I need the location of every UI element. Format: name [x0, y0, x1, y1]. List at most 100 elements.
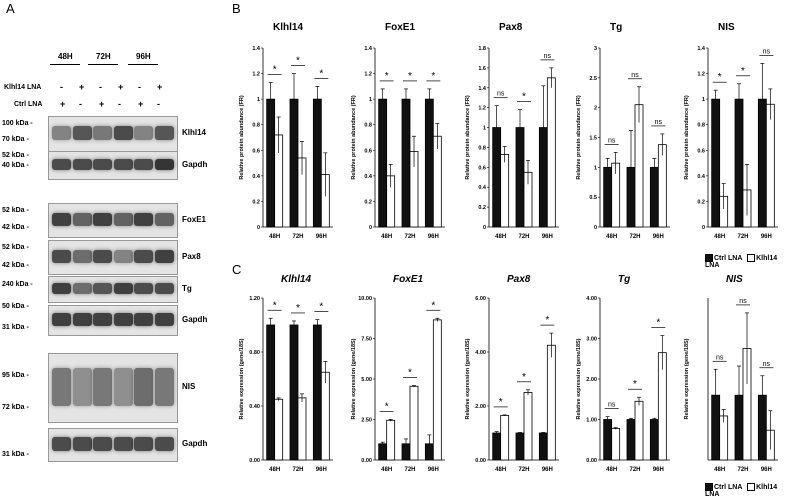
protein-label: Gapdh [182, 314, 208, 324]
y-tick-label: 3.00 [586, 337, 597, 343]
significance-label: * [273, 300, 277, 311]
x-tick-label: 72H [518, 467, 529, 473]
y-tick-label: 2 [594, 106, 597, 112]
bar [386, 419, 396, 461]
blot-band [154, 313, 174, 326]
y-axis-label: Relative expression (gene/18S) [465, 338, 471, 419]
x-tick-label: 72H [629, 467, 640, 473]
chart-title: NIS [726, 274, 743, 285]
y-tick-label: 0.2 [252, 199, 260, 205]
y-tick-label: 0.6 [478, 165, 486, 171]
kda-marker: 72 kDa - [2, 404, 29, 411]
timepoint-label: 48H [58, 52, 73, 61]
blot-band [154, 158, 174, 171]
bar [289, 98, 299, 228]
bar [538, 127, 548, 228]
y-tick-label: 1.2 [252, 72, 260, 78]
y-axis-label: Relative protein abundance (FR) [576, 95, 582, 180]
x-tick-label: 48H [269, 234, 280, 240]
significance-label: ns [739, 298, 747, 305]
lane-sign: + [60, 99, 66, 109]
y-tick-label: 2.50 [361, 418, 372, 424]
protein-label: FoxE1 [182, 214, 207, 224]
legend-ctrl-swatch [705, 483, 713, 491]
bar [734, 394, 744, 461]
blot-band [154, 368, 174, 406]
kda-marker: 52 kDa - [2, 152, 29, 159]
blot-band [113, 125, 133, 141]
bar [711, 394, 721, 461]
x-tick-label: 48H [606, 234, 617, 240]
blot-band [134, 368, 153, 406]
blot-band [72, 212, 92, 227]
y-tick-label: 1 [594, 165, 597, 171]
bar [649, 419, 659, 461]
y-tick-label: 0.40 [249, 404, 260, 410]
bar [734, 98, 744, 228]
bar [312, 98, 322, 228]
blot-band [134, 125, 153, 141]
bar [523, 392, 533, 461]
blot-band [134, 437, 153, 451]
legend-ctrl-swatch [705, 254, 713, 262]
significance-label: * [545, 315, 549, 326]
significance-label: ns [763, 48, 771, 55]
blot-band [52, 313, 71, 326]
kda-marker: 240 kDa - [2, 281, 33, 288]
bar [546, 344, 556, 461]
y-tick-label: 1.6 [478, 66, 486, 72]
bar [266, 98, 276, 228]
y-tick-label: 4.00 [475, 350, 486, 356]
bar [515, 432, 525, 461]
bar [757, 98, 767, 228]
x-tick-label: 72H [629, 234, 640, 240]
chart-title: Pax8 [507, 274, 531, 285]
y-tick-label: 0.00 [586, 458, 597, 464]
blot-band [154, 125, 174, 141]
bar [538, 432, 548, 461]
blot-band [72, 283, 92, 294]
lane-sign: - [157, 99, 160, 109]
lane-sign: + [99, 99, 105, 109]
significance-label: * [499, 397, 503, 408]
y-tick-label: 3 [594, 46, 597, 52]
y-tick-label: 0.6 [252, 148, 260, 154]
y-tick-label: 1.2 [697, 72, 705, 78]
bar [424, 443, 434, 461]
x-tick-label: 48H [714, 467, 725, 473]
x-tick-label: 72H [404, 467, 415, 473]
y-tick-label: 1 [369, 97, 372, 103]
y-tick-label: 1.00 [586, 418, 597, 424]
protein-label: Gapdh [182, 439, 208, 448]
blot-band [93, 249, 112, 264]
lane-sign: + [157, 82, 163, 92]
y-tick-label: 1 [483, 126, 486, 132]
bar [626, 166, 636, 228]
x-tick-label: 72H [518, 234, 529, 240]
blot-band [52, 125, 71, 141]
y-tick-label: 0 [594, 225, 597, 231]
blot-band [154, 283, 174, 294]
x-tick-label: 48H [495, 234, 506, 240]
y-axis-label: Relative expression (gene/18S) [684, 338, 690, 419]
y-axis-label: Relative expression (gene/18S) [576, 338, 582, 419]
y-tick-label: 0.2 [364, 199, 372, 205]
protein-label: Pax8 [182, 251, 201, 261]
lane-sign: + [118, 82, 124, 92]
blot-band [134, 249, 153, 264]
blot-band [72, 125, 92, 141]
significance-label: ns [544, 53, 552, 60]
y-tick-label: 0.6 [697, 148, 705, 154]
blot-band [72, 313, 92, 326]
blot-band [52, 368, 71, 406]
y-tick-label: 5.00 [361, 377, 372, 383]
y-tick-label: 0.4 [478, 185, 487, 191]
bar [274, 398, 284, 461]
significance-label: * [718, 72, 722, 83]
y-tick-label: 0.00 [249, 458, 260, 464]
row-label-klhl14-lna: Klhl14 LNA [4, 84, 42, 91]
y-tick-label: 1.2 [364, 72, 372, 78]
blot-band [52, 249, 71, 264]
bar [492, 127, 502, 228]
bar [378, 98, 388, 228]
